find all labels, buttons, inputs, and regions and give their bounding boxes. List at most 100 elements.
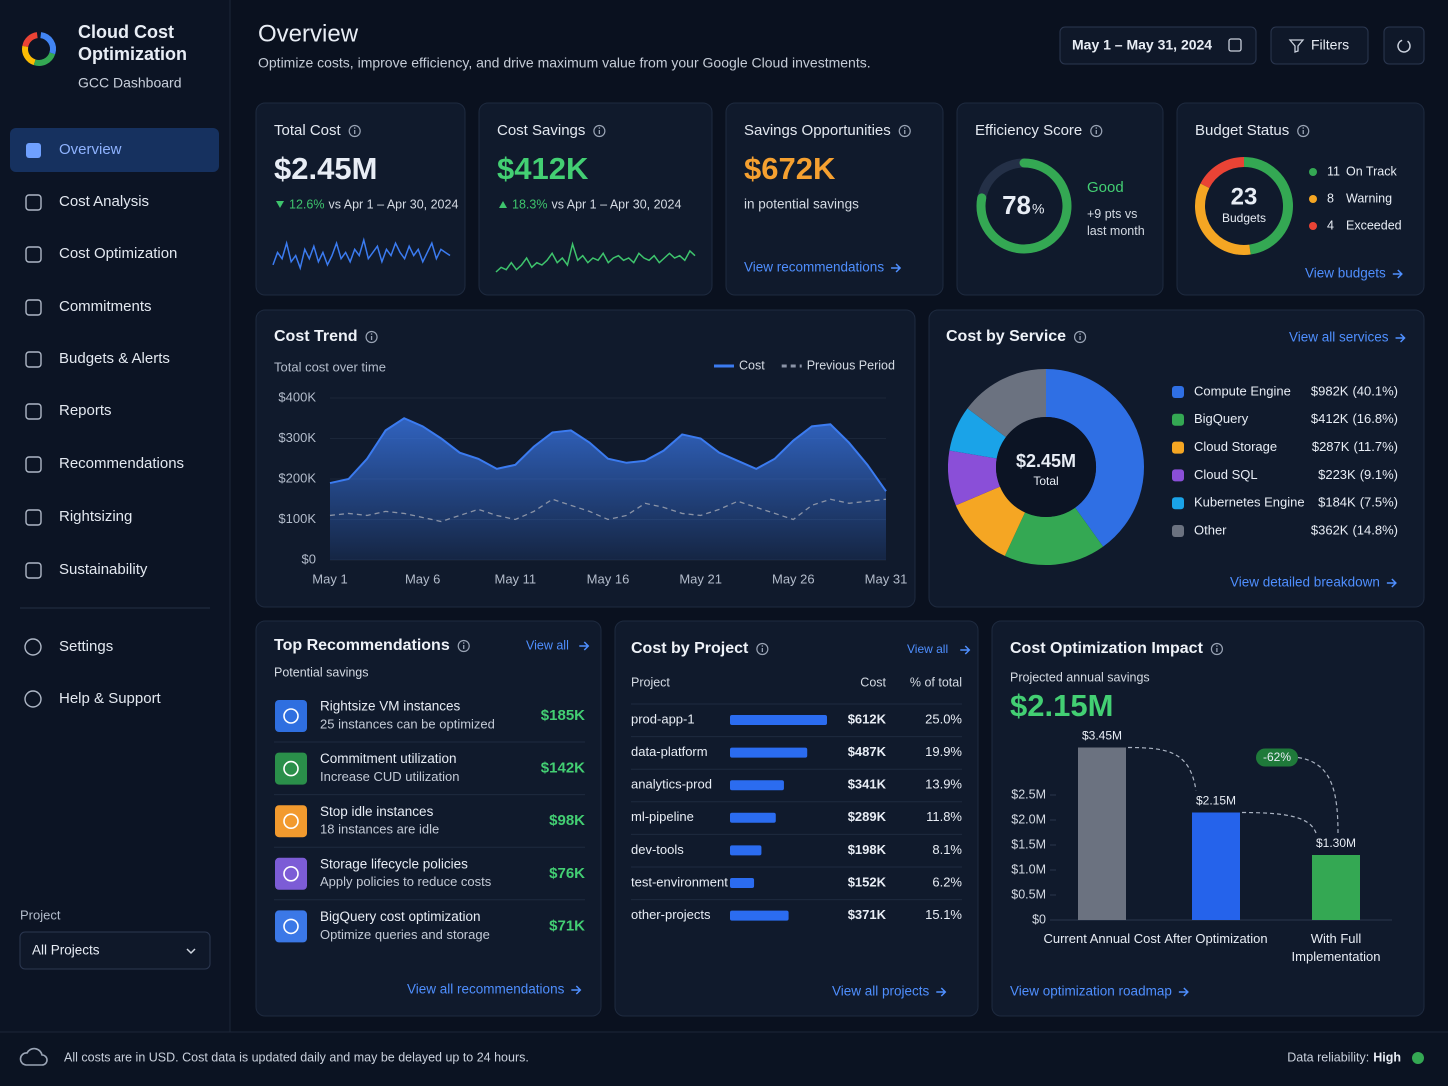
- info-icon: [1090, 124, 1103, 138]
- link[interactable]: View recommendations: [744, 260, 884, 275]
- legend-swatch: [1172, 497, 1184, 510]
- nav-icon: [25, 509, 42, 526]
- card-title: Total Cost: [274, 122, 342, 139]
- info-icon: [756, 642, 769, 656]
- info-icon: [370, 333, 373, 335]
- x-tick-label: May 6: [405, 571, 440, 586]
- refresh-button[interactable]: [1383, 26, 1425, 65]
- nav-item[interactable]: Rightsizing: [59, 508, 132, 525]
- chevron: [186, 948, 196, 955]
- nav-item[interactable]: Cost Optimization: [59, 245, 177, 262]
- project-name: analytics-prod: [631, 777, 712, 792]
- project-select[interactable]: [19, 931, 211, 970]
- logo: [33, 52, 56, 66]
- nav-item[interactable]: Reports: [59, 402, 112, 419]
- rec-savings: $185K: [541, 707, 585, 724]
- bar: [1078, 747, 1126, 920]
- legend-label: Compute Engine: [1194, 383, 1291, 398]
- nav-icon: [25, 194, 42, 211]
- link[interactable]: View budgets: [1305, 266, 1386, 281]
- link[interactable]: View detailed breakdown: [1230, 575, 1380, 590]
- card-title: Cost Optimization Impact: [1010, 640, 1204, 657]
- link[interactable]: View all projects: [832, 984, 930, 999]
- page-subtitle: Optimize costs, improve efficiency, and …: [258, 55, 871, 71]
- filters-button[interactable]: [1270, 26, 1369, 65]
- info-icon: [353, 127, 356, 129]
- nav-item[interactable]: Recommendations: [59, 455, 184, 472]
- area: [330, 418, 886, 560]
- nav-item[interactable]: Budgets & Alerts: [59, 350, 170, 367]
- y-tick-label: $300K: [278, 430, 316, 445]
- project-cost: $341K: [848, 777, 887, 792]
- nav-item[interactable]: Settings: [59, 638, 113, 655]
- info-icon: [898, 124, 911, 138]
- link[interactable]: View all recommendations: [407, 982, 565, 997]
- trend-arrow: [276, 201, 284, 208]
- info-icon: [1302, 127, 1305, 129]
- nav-icon: [25, 351, 42, 368]
- arrow-icon: [936, 987, 947, 997]
- nav-item[interactable]: Commitments: [59, 298, 152, 315]
- info-icon: [348, 124, 361, 138]
- arrow-icon: [579, 641, 590, 651]
- rec-icon-glyph: [283, 813, 299, 830]
- rec-description: 18 instances are idle: [320, 822, 439, 837]
- kpi-change: 18.3%: [512, 197, 547, 211]
- project-share: 11.8%: [926, 809, 962, 824]
- budget-category: Exceeded: [1346, 218, 1402, 232]
- brand-title: Cloud Cost Optimization: [78, 22, 187, 64]
- link[interactable]: View all: [907, 642, 948, 656]
- x-tick-label: May 31: [865, 571, 908, 586]
- info-icon: [462, 642, 465, 644]
- legend-swatch: [1172, 386, 1184, 398]
- legend-label: Cloud Storage: [1194, 439, 1277, 454]
- project-cost: $152K: [848, 874, 887, 889]
- legend-swatch: [1172, 525, 1184, 537]
- rec-icon: [275, 805, 307, 838]
- nav-item[interactable]: Sustainability: [59, 561, 148, 578]
- project-name: dev-tools: [631, 842, 684, 857]
- rec-title: Rightsize VM instances: [320, 699, 461, 714]
- refresh-icon: [1397, 39, 1411, 53]
- kpi-caption: in potential savings: [744, 197, 859, 212]
- brand-subtitle: GCC Dashboard: [78, 75, 182, 91]
- x-tick-label: May 1: [312, 571, 347, 586]
- card: [255, 102, 466, 296]
- project-share: 13.9%: [925, 777, 962, 792]
- nav-item[interactable]: Cost Analysis: [59, 193, 149, 210]
- y-tick-label: $2.0M: [1011, 812, 1046, 826]
- budget-category: Warning: [1346, 191, 1392, 205]
- nav-item[interactable]: Overview: [59, 141, 122, 158]
- service-share: (16.8%): [1352, 411, 1398, 426]
- x-tick-label: After Optimization: [1164, 931, 1268, 946]
- budget-count: 8: [1327, 191, 1334, 205]
- rating: Good: [1087, 179, 1124, 196]
- link[interactable]: View all: [526, 638, 569, 652]
- reliability-label: Data reliability:: [1287, 1050, 1369, 1064]
- gauge-arc: [976, 158, 1072, 254]
- nav-icon: [25, 403, 42, 420]
- service-amount: $412K: [1311, 411, 1349, 426]
- date-picker[interactable]: [1059, 26, 1257, 65]
- budget-category: On Track: [1346, 164, 1397, 178]
- rec-icon-glyph: [283, 760, 299, 777]
- legend-label: Other: [1194, 522, 1227, 537]
- project-label: Project: [20, 907, 61, 922]
- nav-item[interactable]: Help & Support: [59, 690, 162, 707]
- y-tick-label: $0.5M: [1011, 887, 1046, 901]
- rec-title: Storage lifecycle policies: [320, 856, 468, 871]
- donut-segment: [1045, 369, 1144, 547]
- arrow-icon: [891, 263, 902, 273]
- service-share: (40.1%): [1352, 383, 1398, 398]
- y-tick-label: $0: [1032, 912, 1046, 926]
- legend-label: Cloud SQL: [1194, 467, 1258, 482]
- nav-icon: [24, 690, 42, 708]
- project-name: ml-pipeline: [631, 809, 694, 824]
- card-title: Budget Status: [1195, 122, 1289, 139]
- link[interactable]: View all services: [1289, 330, 1389, 345]
- link[interactable]: View optimization roadmap: [1010, 984, 1172, 999]
- legend-label: BigQuery: [1194, 411, 1249, 426]
- rec-title: BigQuery cost optimization: [320, 909, 481, 924]
